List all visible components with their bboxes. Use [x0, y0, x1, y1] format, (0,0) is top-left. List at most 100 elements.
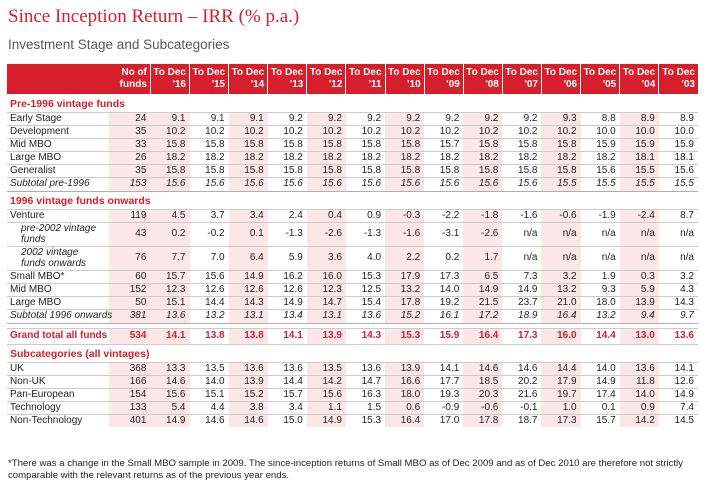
row-value: 14.9 — [267, 295, 307, 309]
page-subtitle: Investment Stage and Subcategories — [8, 37, 230, 52]
row-value: 0.4 — [306, 208, 346, 222]
row-value: 17.4 — [580, 387, 620, 401]
row-value: 14.9 — [502, 282, 542, 296]
row-value: 14.2 — [619, 413, 659, 427]
row-value: -0.2 — [189, 221, 229, 246]
row-value: 2.2 — [385, 245, 425, 270]
row-value: -0.6 — [541, 208, 581, 222]
row-value: 13.6 — [345, 308, 386, 324]
header-year: To Dec '09 — [424, 64, 464, 94]
row-value: 14.6 — [502, 361, 542, 375]
section-title: 1996 vintage funds onwards — [10, 194, 151, 207]
page-title: Since Inception Return – IRR (% p.a.) — [8, 6, 300, 27]
row-value: 15.6 — [345, 176, 386, 192]
row-funds: 24 — [109, 111, 151, 125]
row-funds: 401 — [109, 413, 151, 427]
row-value: 10.2 — [463, 124, 503, 138]
row-value: 10.0 — [619, 124, 659, 138]
row-value: 15.8 — [189, 163, 229, 177]
row-value: 14.9 — [658, 387, 698, 401]
header-year: To Dec '15 — [189, 64, 230, 94]
row-value: 15.7 — [424, 137, 464, 151]
row-funds: 368 — [109, 361, 151, 375]
table-row: Large MBO 26 18.2 18.2 18.2 18.2 18.2 18.2 18.2 1… — [7, 150, 698, 164]
row-value: 18.5 — [463, 374, 503, 388]
row-value: -0.9 — [424, 400, 464, 414]
row-value: 13.6 — [345, 361, 386, 375]
row-value: 3.6 — [306, 245, 346, 270]
row-value: 13.8 — [228, 327, 268, 345]
row-value: 18.0 — [580, 295, 620, 309]
row-value: 16.3 — [345, 387, 386, 401]
row-value: 3.8 — [228, 400, 268, 414]
row-value: 20.3 — [463, 387, 503, 401]
row-value: 9.1 — [150, 111, 190, 125]
row-value: 10.2 — [502, 124, 542, 138]
row-value: n/a — [658, 245, 698, 270]
row-value: n/a — [541, 221, 581, 246]
row-value: 15.8 — [502, 163, 542, 177]
row-label: Mid MBO — [7, 137, 110, 151]
table-row: Mid MBO 33 15.8 15.8 15.8 15.8 15.8 15.8 15.8 15.… — [7, 137, 698, 151]
row-label: Technology — [7, 400, 110, 414]
row-value: 13.2 — [541, 282, 581, 296]
table-row: Non-Technology 401 14.9 14.6 14.6 15.0 14.9 15.… — [7, 413, 698, 427]
row-value: 12.6 — [228, 282, 268, 296]
row-value: 13.5 — [306, 361, 346, 375]
header-year: To Dec '10 — [385, 64, 425, 94]
row-value: 18.7 — [502, 413, 542, 427]
row-value: 17.7 — [424, 374, 464, 388]
row-value: 18.2 — [306, 150, 346, 164]
row-value: 15.7 — [150, 269, 190, 283]
row-value: 14.7 — [306, 295, 346, 309]
row-value: 15.8 — [306, 137, 346, 151]
section-header: Pre-1996 vintage funds — [7, 94, 698, 112]
header-year: To Dec '12 — [306, 64, 347, 94]
row-value: 15.1 — [189, 387, 229, 401]
row-value: 15.6 — [306, 176, 346, 192]
row-value: 15.8 — [228, 137, 268, 151]
row-value: 12.6 — [658, 374, 698, 388]
row-funds: 133 — [109, 400, 151, 414]
row-funds: 43 — [109, 221, 151, 246]
row-value: 12.3 — [306, 282, 346, 296]
row-value: 15.6 — [306, 387, 346, 401]
row-value: 9.2 — [463, 111, 503, 125]
row-value: 16.1 — [424, 308, 464, 324]
row-value: 13.9 — [306, 327, 346, 345]
row-value: 4.0 — [345, 245, 386, 270]
section-header: 1996 vintage funds onwards — [7, 191, 698, 209]
row-value: 14.5 — [658, 413, 698, 427]
row-label: 2002 vintage funds onwards — [7, 245, 110, 270]
row-value: 15.6 — [424, 176, 464, 192]
header-funds: No of funds — [109, 64, 151, 94]
row-value: 14.9 — [580, 374, 620, 388]
row-value: 21.5 — [463, 295, 503, 309]
table-row: UK 368 13.3 13.5 13.6 13.6 13.5 13.6 13.9 14.1 14.… — [7, 361, 698, 375]
row-value: 12.3 — [150, 282, 190, 296]
row-value: n/a — [541, 245, 581, 270]
row-value: 17.2 — [463, 308, 503, 324]
row-value: 0.2 — [424, 245, 464, 270]
row-value: -0.6 — [463, 400, 503, 414]
row-value: 14.4 — [267, 374, 307, 388]
row-label: UK — [7, 361, 110, 375]
row-value: 18.2 — [463, 150, 503, 164]
row-value: 14.6 — [189, 413, 229, 427]
row-value: 13.2 — [385, 282, 425, 296]
row-value: 3.2 — [541, 269, 581, 283]
table-row: Generalist 35 15.8 15.8 15.8 15.8 15.8 15.8 15.8… — [7, 163, 698, 177]
table-row: Small MBO* 60 15.7 15.6 14.9 16.2 16.0 15.3 17.9… — [7, 269, 698, 283]
row-value: 10.2 — [267, 124, 307, 138]
row-value: 3.2 — [658, 269, 698, 283]
row-value: 18.9 — [502, 308, 542, 324]
row-value: 8.9 — [658, 111, 698, 125]
row-value: 1.1 — [306, 400, 346, 414]
row-value: 5.9 — [267, 245, 307, 270]
row-value: 18.2 — [580, 150, 620, 164]
row-value: 9.1 — [228, 111, 268, 125]
header-year: To Dec '04 — [619, 64, 660, 94]
row-value: 10.0 — [658, 124, 698, 138]
table-row: Non-UK 166 14.6 14.0 13.9 14.4 14.2 14.7 16.6 17.… — [7, 374, 698, 388]
row-value: 18.2 — [267, 150, 307, 164]
